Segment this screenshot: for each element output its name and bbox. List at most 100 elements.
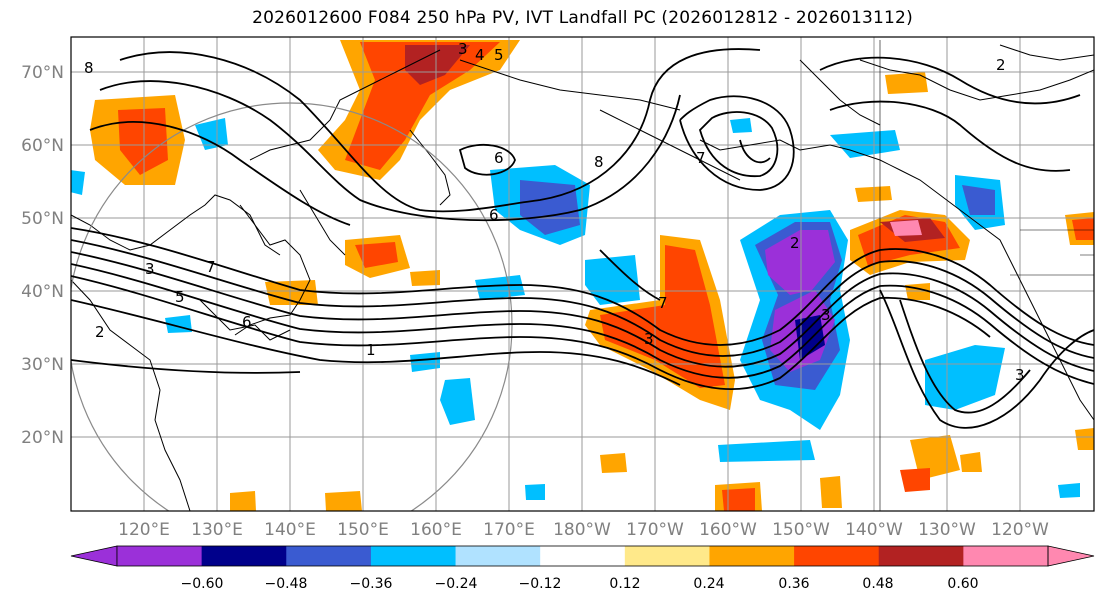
lon-label: 150°E (337, 520, 389, 540)
positive-anomaly (820, 476, 842, 508)
lon-label: 150°W (772, 520, 830, 540)
contour-label: 4 (475, 46, 485, 64)
colorbar-segment (286, 546, 372, 566)
contour-label: 6 (242, 313, 252, 331)
colorbar-tick: 0.24 (693, 576, 724, 592)
negative-anomaly (795, 315, 825, 360)
contour-label: 6 (489, 206, 499, 224)
lon-label: 170°W (626, 520, 684, 540)
negative-anomaly (765, 230, 835, 295)
negative-anomaly (440, 378, 475, 425)
positive-anomaly (325, 491, 362, 511)
negative-anomaly (195, 118, 228, 150)
negative-anomaly (830, 130, 900, 158)
lon-label: 160°W (699, 520, 757, 540)
contour-label: 2 (996, 56, 1006, 74)
colorbar-tick: 0.12 (609, 576, 640, 592)
positive-anomaly (960, 452, 982, 472)
lat-label: 50°N (21, 209, 64, 229)
colorbar-tick: −0.24 (435, 576, 478, 592)
map-title: 2026012600 F084 250 hPa PV, IVT Landfall… (252, 8, 913, 28)
lon-label: 130°E (191, 520, 243, 540)
positive-anomaly (1075, 428, 1094, 450)
contour-label: 7 (658, 294, 668, 312)
positive-anomaly (230, 491, 256, 511)
colorbar-segment (624, 546, 710, 566)
contour-label: 3 (644, 330, 654, 348)
colorbar-tick: −0.12 (519, 576, 562, 592)
lon-label: 160°E (410, 520, 462, 540)
map-border (70, 36, 1095, 512)
positive-anomaly (885, 72, 928, 94)
colorbar-segment (370, 546, 457, 566)
lon-label: 140°E (264, 520, 316, 540)
negative-anomaly (962, 185, 995, 215)
contour-label: 3 (145, 260, 155, 278)
positive-anomaly (355, 242, 398, 268)
contour-label: 7 (696, 149, 706, 167)
negative-anomaly (1058, 483, 1080, 498)
lon-label: 180°W (553, 520, 611, 540)
colorbar-segments (117, 546, 1049, 566)
negative-anomaly (525, 484, 545, 500)
latitude-labels: 70°N 60°N 50°N 40°N 30°N 20°N (21, 63, 64, 448)
contour-label: 8 (84, 59, 94, 77)
positive-anomaly (890, 220, 922, 236)
contour-label: 3 (1015, 366, 1025, 384)
colorbar: −0.60 −0.48 −0.36 −0.24 −0.12 0.12 0.24 … (70, 545, 1095, 592)
colorbar-left-extension (70, 545, 118, 567)
negative-anomaly (730, 118, 752, 133)
contour-label: 2 (790, 234, 800, 252)
colorbar-segment (540, 546, 626, 566)
lat-label: 20°N (21, 428, 64, 448)
contour-label: 8 (594, 153, 604, 171)
colorbar-segment (794, 546, 880, 566)
negative-anomaly (718, 440, 815, 462)
contour-labels: 8 3 4 5 6 8 7 6 2 3 5 7 6 3 1 7 3 2 3 2 (84, 40, 1025, 384)
colorbar-tick: 0.48 (862, 576, 893, 592)
colorbar-segment (117, 546, 203, 566)
positive-anomaly (405, 45, 470, 85)
contour-label: 1 (366, 341, 376, 359)
colorbar-segment (709, 546, 795, 566)
contour-label: 5 (494, 46, 504, 64)
negative-anomaly (410, 352, 440, 372)
lat-label: 60°N (21, 136, 64, 156)
positive-anomaly (118, 108, 168, 175)
positive-anomaly (900, 468, 930, 492)
lat-label: 30°N (21, 355, 64, 375)
negative-anomaly (585, 255, 640, 305)
contour-label: 5 (175, 288, 185, 306)
positive-anomaly (1072, 218, 1094, 240)
negative-anomaly (925, 345, 1005, 410)
colorbar-segment (455, 546, 541, 566)
positive-anomaly (345, 42, 500, 170)
contour-label: 3 (458, 40, 468, 58)
pv-contours (71, 48, 1094, 429)
positive-anomaly (71, 170, 85, 195)
positive-anomaly (600, 453, 627, 473)
colorbar-tick: 0.36 (778, 576, 809, 592)
lon-label: 140°W (845, 520, 903, 540)
contour-label: 3 (821, 306, 831, 324)
positive-anomaly (265, 280, 318, 305)
lon-label: 120°W (991, 520, 1049, 540)
lat-label: 70°N (21, 63, 64, 83)
lat-label: 40°N (21, 282, 64, 302)
positive-anomaly (722, 488, 755, 511)
range-circle (71, 102, 513, 511)
colorbar-ticks: −0.60 −0.48 −0.36 −0.24 −0.12 0.12 0.24 … (181, 576, 979, 592)
colorbar-segment (201, 546, 287, 566)
lon-label: 120°E (118, 520, 170, 540)
positive-anomaly (410, 270, 440, 286)
contour-label: 7 (206, 258, 216, 276)
contour-label: 2 (95, 323, 105, 341)
colorbar-outline (116, 545, 1049, 567)
colorbar-tick: 0.60 (947, 576, 978, 592)
coastlines (71, 40, 1094, 511)
colorbar-tick: −0.60 (181, 576, 224, 592)
colorbar-tick: −0.48 (265, 576, 308, 592)
colorbar-tick: −0.36 (350, 576, 393, 592)
negative-anomaly (475, 275, 525, 300)
